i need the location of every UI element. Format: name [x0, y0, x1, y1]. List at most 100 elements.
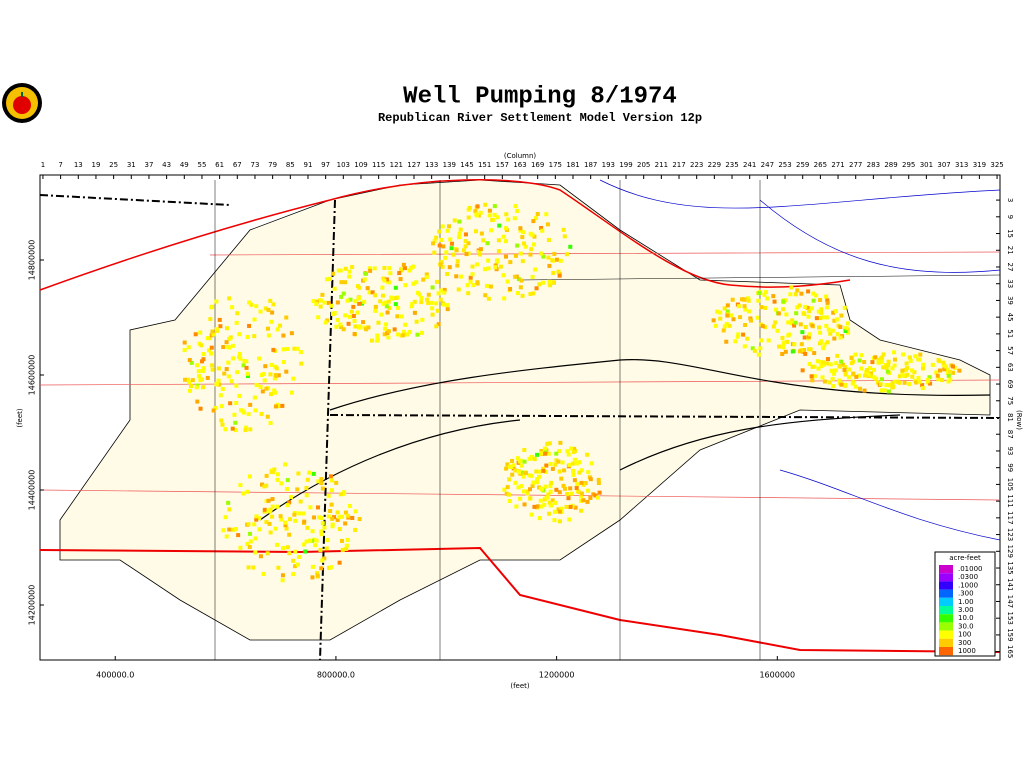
pumping-cell — [585, 452, 590, 457]
pumping-cell — [279, 481, 284, 486]
pumping-cell — [238, 545, 243, 550]
pumping-cell — [793, 320, 798, 325]
pumping-cell — [518, 228, 523, 233]
column-tick-label: 157 — [496, 161, 509, 169]
pumping-cell — [265, 551, 270, 556]
pumping-cell — [443, 255, 448, 260]
pumping-cell — [876, 359, 881, 364]
pumping-cell — [736, 332, 741, 337]
pumping-cell — [835, 353, 840, 358]
column-tick-label: 259 — [796, 161, 809, 169]
pumping-cell — [825, 361, 830, 366]
pumping-cell — [254, 517, 259, 522]
pumping-cell — [274, 366, 279, 371]
pumping-cell — [327, 276, 332, 281]
pumping-cell — [798, 322, 803, 327]
pumping-cell — [562, 234, 567, 239]
row-tick-label: 57 — [1006, 346, 1014, 355]
pumping-cell — [190, 378, 195, 383]
pumping-cell — [326, 493, 331, 498]
pumping-cell — [329, 303, 334, 308]
pumping-cell — [186, 380, 191, 385]
pumping-cell — [549, 480, 554, 485]
pumping-cell — [762, 292, 767, 297]
pumping-cell — [918, 352, 923, 357]
pumping-cell — [534, 480, 539, 485]
pumping-cell — [214, 327, 219, 332]
legend-label: .01000 — [958, 565, 983, 573]
pumping-cell — [825, 300, 830, 305]
column-tick-label: 199 — [619, 161, 632, 169]
pumping-cell — [512, 216, 517, 221]
pumping-cell — [234, 401, 239, 406]
pumping-cell — [281, 546, 286, 551]
pumping-cell — [468, 275, 473, 280]
pumping-cell — [254, 304, 259, 309]
pumping-cell — [347, 274, 352, 279]
column-tick-label: 73 — [251, 161, 260, 169]
pumping-cell — [596, 481, 601, 486]
pumping-cell — [537, 474, 542, 479]
pumping-cell — [557, 509, 562, 514]
pumping-cell — [241, 491, 246, 496]
pumping-cell — [339, 294, 344, 299]
row-tick-label: 33 — [1006, 279, 1014, 288]
pumping-cell — [431, 241, 436, 246]
pumping-cell — [497, 223, 502, 228]
pumping-cell — [585, 499, 590, 504]
pumping-cell — [485, 241, 490, 246]
pumping-cell — [579, 508, 584, 513]
pumping-cell — [738, 315, 743, 320]
pumping-cell — [339, 325, 344, 330]
pumping-cell — [432, 250, 437, 255]
pumping-cell — [244, 425, 249, 430]
pumping-cell — [384, 277, 389, 282]
pumping-cell — [454, 248, 459, 253]
pumping-cell — [353, 509, 358, 514]
pumping-cell — [312, 515, 317, 520]
pumping-cell — [461, 248, 466, 253]
pumping-cell — [395, 314, 400, 319]
pumping-cell — [814, 316, 819, 321]
pumping-cell — [483, 293, 488, 298]
pumping-cell — [349, 309, 354, 314]
pumping-cell — [537, 516, 542, 521]
pumping-cell — [831, 384, 836, 389]
pumping-cell — [821, 346, 826, 351]
pumping-cell — [234, 320, 239, 325]
row-tick-label: 153 — [1006, 612, 1014, 625]
pumping-cell — [504, 491, 509, 496]
pumping-cell — [284, 369, 289, 374]
pumping-cell — [487, 213, 492, 218]
pumping-cell — [871, 367, 876, 372]
pumping-cell — [819, 310, 824, 315]
pumping-cell — [335, 510, 340, 515]
pumping-cell — [490, 217, 495, 222]
pumping-cell — [224, 367, 229, 372]
pumping-cell — [725, 309, 730, 314]
pumping-cell — [516, 485, 521, 490]
pumping-cell — [917, 379, 922, 384]
pumping-cell — [731, 317, 736, 322]
pumping-cell — [528, 252, 533, 257]
pumping-cell — [339, 280, 344, 285]
x-tick-label: 1200000 — [539, 671, 575, 680]
pumping-cell — [411, 264, 416, 269]
pumping-cell — [539, 487, 544, 492]
column-tick-label: 97 — [321, 161, 330, 169]
pumping-cell — [746, 298, 751, 303]
pumping-cell — [293, 549, 298, 554]
pumping-cell — [375, 337, 380, 342]
pumping-cell — [488, 284, 493, 289]
pumping-cell — [273, 373, 278, 378]
pumping-cell — [466, 251, 471, 256]
pumping-cell — [328, 474, 333, 479]
pumping-cell — [743, 323, 748, 328]
pumping-cell — [573, 505, 578, 510]
pumping-cell — [313, 543, 318, 548]
pumping-cell — [449, 241, 454, 246]
pumping-cell — [252, 317, 257, 322]
pumping-cell — [946, 371, 951, 376]
pumping-cell — [301, 511, 306, 516]
column-tick-label: 241 — [743, 161, 756, 169]
